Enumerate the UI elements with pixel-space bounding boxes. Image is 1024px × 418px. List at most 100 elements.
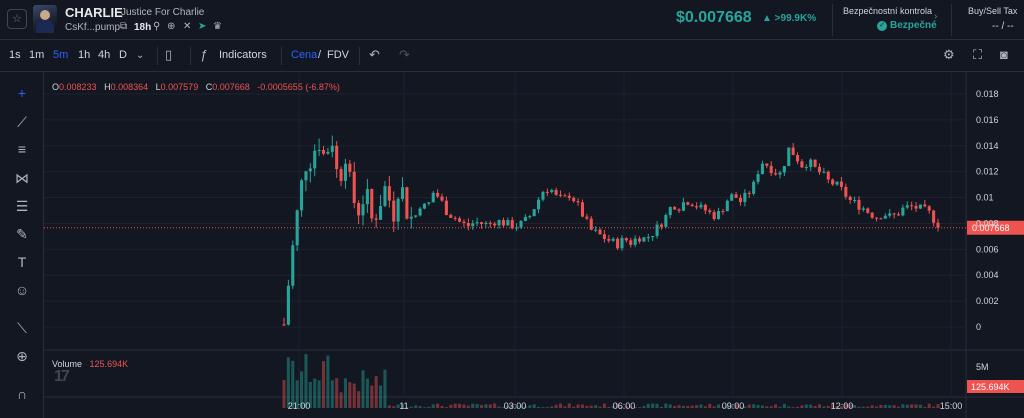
candle [585,216,589,219]
candle [624,238,628,241]
fdv-mode-toggle[interactable]: FDV [327,49,349,61]
x-social-icon[interactable]: ✕ [183,21,192,32]
candle [796,155,800,162]
volume-bar [357,391,361,408]
candle [699,204,703,208]
timeframe-1s[interactable]: 1s [9,49,21,61]
horizontal-lines-icon[interactable]: ≡ [17,141,27,157]
candle [896,214,901,216]
candle [664,215,668,227]
candle [339,169,343,181]
telegram-icon[interactable]: ➤ [198,21,207,32]
crosshair-icon[interactable]: + [17,85,27,101]
ruler-icon[interactable]: ⟍ [17,320,27,336]
volume-bar [515,405,519,408]
volume-bar [896,406,901,408]
redo-icon[interactable]: ↷ [399,47,410,62]
token-address[interactable]: CsKf...pump [65,22,121,33]
volume-bar [602,403,606,408]
settings-icon[interactable]: ⚙ [943,47,955,62]
candle [313,150,317,169]
last-price-badge [967,220,1024,235]
volume-bar [796,406,800,408]
indicators-button[interactable]: Indicators [219,49,267,61]
fib-icon[interactable]: ☰ [15,198,29,214]
volume-legend: Volume 125.694K [52,359,128,369]
candle [655,224,659,236]
timeframe-1h[interactable]: 1h [78,49,91,61]
y-tick-label: 0.014 [976,141,999,151]
ohlc-low-label: L [155,82,161,92]
volume-bar [545,407,549,408]
trend-line-icon[interactable]: ⟋ [17,114,27,130]
safety-check-title[interactable]: Bezpečnostní kontrola [843,6,933,16]
volume-bar [541,407,545,408]
star-icon[interactable]: ☆ [7,9,27,29]
chevron-right-icon[interactable]: › [934,11,938,22]
volume-bar [901,404,905,408]
fullscreen-icon[interactable]: ⛶ [973,47,983,62]
zoom-in-icon[interactable]: ⊕ [16,348,28,364]
volume-bar [637,407,642,408]
text-icon[interactable]: T [17,254,27,270]
undo-icon[interactable]: ↶ [369,47,380,62]
y-tick-label: 0.018 [976,89,999,99]
candle [291,245,295,286]
magnet-icon[interactable]: ∩ [16,386,28,402]
candle [668,207,672,216]
candle [497,220,501,226]
candle [782,166,786,173]
volume-bar [620,407,624,408]
candle [910,205,914,207]
timeframe-5m[interactable]: 5m [53,49,69,61]
timeframe-1m[interactable]: 1m [29,49,45,61]
brush-icon[interactable]: ✎ [16,226,28,242]
chevron-down-icon[interactable]: ⌄ [136,50,145,61]
candle [321,149,326,154]
price-mode-toggle[interactable]: Cena [291,49,318,61]
volume-bar [747,404,751,408]
candle [427,202,431,204]
volume-bar [383,369,387,408]
ohlc-open-value: 0.008233 [59,82,97,92]
candle [554,189,558,195]
candle [809,159,813,167]
candle [629,240,633,245]
candles-icon[interactable]: ▯ [165,47,173,62]
price-chart[interactable]: 0.007668 125.694K 0.018 0.016 0.014 0.012 0.0… [44,72,1024,418]
volume-bar [422,407,426,408]
volume-bar [370,385,374,408]
copy-icon[interactable]: ⧉ [120,21,128,32]
candle [848,196,852,201]
function-icon[interactable]: ƒ [200,47,208,62]
camera-icon[interactable]: ◙ [1000,47,1008,62]
candle [286,285,290,325]
volume-bar [787,406,791,408]
candle [528,216,532,218]
timeframe-d[interactable]: D [119,49,127,61]
candle [418,208,422,216]
volume-bar [431,404,435,408]
volume-bar [396,404,400,408]
volume-bar [414,405,418,408]
volume-bar [870,405,874,408]
x-tick-label: 03:00 [504,401,527,411]
search-people-icon[interactable]: ⚲ [153,21,161,32]
crown-icon[interactable]: ♛ [213,21,222,32]
ohlc-high-label: H [104,82,111,92]
globe-icon[interactable]: ⊕ [167,21,176,32]
candle [835,181,839,185]
emoji-icon[interactable]: ☺ [14,282,30,298]
volume-bar [730,405,734,408]
volume-bar [646,403,650,408]
volume-bar [475,404,479,408]
volume-bar [528,405,532,408]
volume-bar [721,406,725,408]
y-tick-label: 0.008 [976,218,999,228]
last-price-label: 0.007668 [972,223,1010,233]
volume-bar [304,354,308,408]
timeframe-4h[interactable]: 4h [98,49,111,61]
pattern-icon[interactable]: ⋈ [15,170,29,186]
mode-separator: / [318,49,322,61]
check-shield-icon: ✓ [877,21,887,31]
